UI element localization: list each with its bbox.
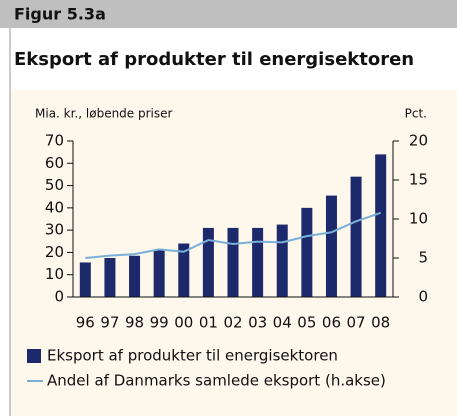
bar [350, 176, 362, 297]
y-tick-label: 0 [54, 288, 64, 306]
x-tick-label: 07 [347, 314, 366, 332]
x-tick-label: 06 [322, 314, 341, 332]
x-tick-label: 05 [297, 314, 316, 332]
y-tick-label: 20 [45, 243, 64, 261]
x-tick-label: 97 [100, 314, 119, 332]
x-tick-label: 00 [174, 314, 193, 332]
y2-tick-label: 0 [418, 288, 428, 306]
y-tick-label: 10 [45, 265, 64, 283]
bar [79, 262, 91, 297]
y-tick-label: 30 [45, 221, 64, 239]
y-tick-label: 60 [45, 154, 64, 172]
bar [129, 255, 141, 297]
x-tick-label: 08 [371, 314, 390, 332]
bar [227, 227, 239, 297]
legend-label: Eksport af produkter til energisektoren [47, 347, 338, 365]
y2-axis-label: Pct. [405, 107, 427, 121]
bar [252, 227, 264, 297]
bar [301, 207, 313, 297]
bar [325, 195, 337, 297]
legend-swatch [27, 349, 41, 363]
y2-tick-label: 20 [409, 132, 428, 150]
y-tick-label: 40 [45, 198, 64, 216]
y2-tick-label: 10 [409, 210, 428, 228]
y-tick-label: 50 [45, 176, 64, 194]
header-bar [0, 0, 457, 28]
bar [153, 250, 165, 297]
x-tick-label: 01 [199, 314, 218, 332]
y2-tick-label: 5 [418, 249, 428, 267]
legend-label: Andel af Danmarks samlede eksport (h.aks… [47, 372, 386, 390]
y2-tick-label: 15 [409, 171, 428, 189]
x-tick-label: 98 [125, 314, 144, 332]
x-tick-label: 03 [248, 314, 267, 332]
bar [104, 258, 116, 297]
chart-title: Eksport af produkter til energisektoren [14, 49, 414, 70]
x-tick-label: 02 [223, 314, 242, 332]
bar [178, 243, 190, 297]
x-tick-label: 99 [150, 314, 169, 332]
figure-label: Figur 5.3a [14, 5, 106, 24]
x-tick-label: 04 [273, 314, 292, 332]
x-tick-label: 96 [76, 314, 95, 332]
y-tick-label: 70 [45, 132, 64, 150]
y-axis-label: Mia. kr., løbende priser [35, 107, 173, 121]
bar [202, 227, 214, 297]
bar [375, 154, 387, 297]
bar [276, 224, 288, 297]
line [85, 211, 382, 259]
